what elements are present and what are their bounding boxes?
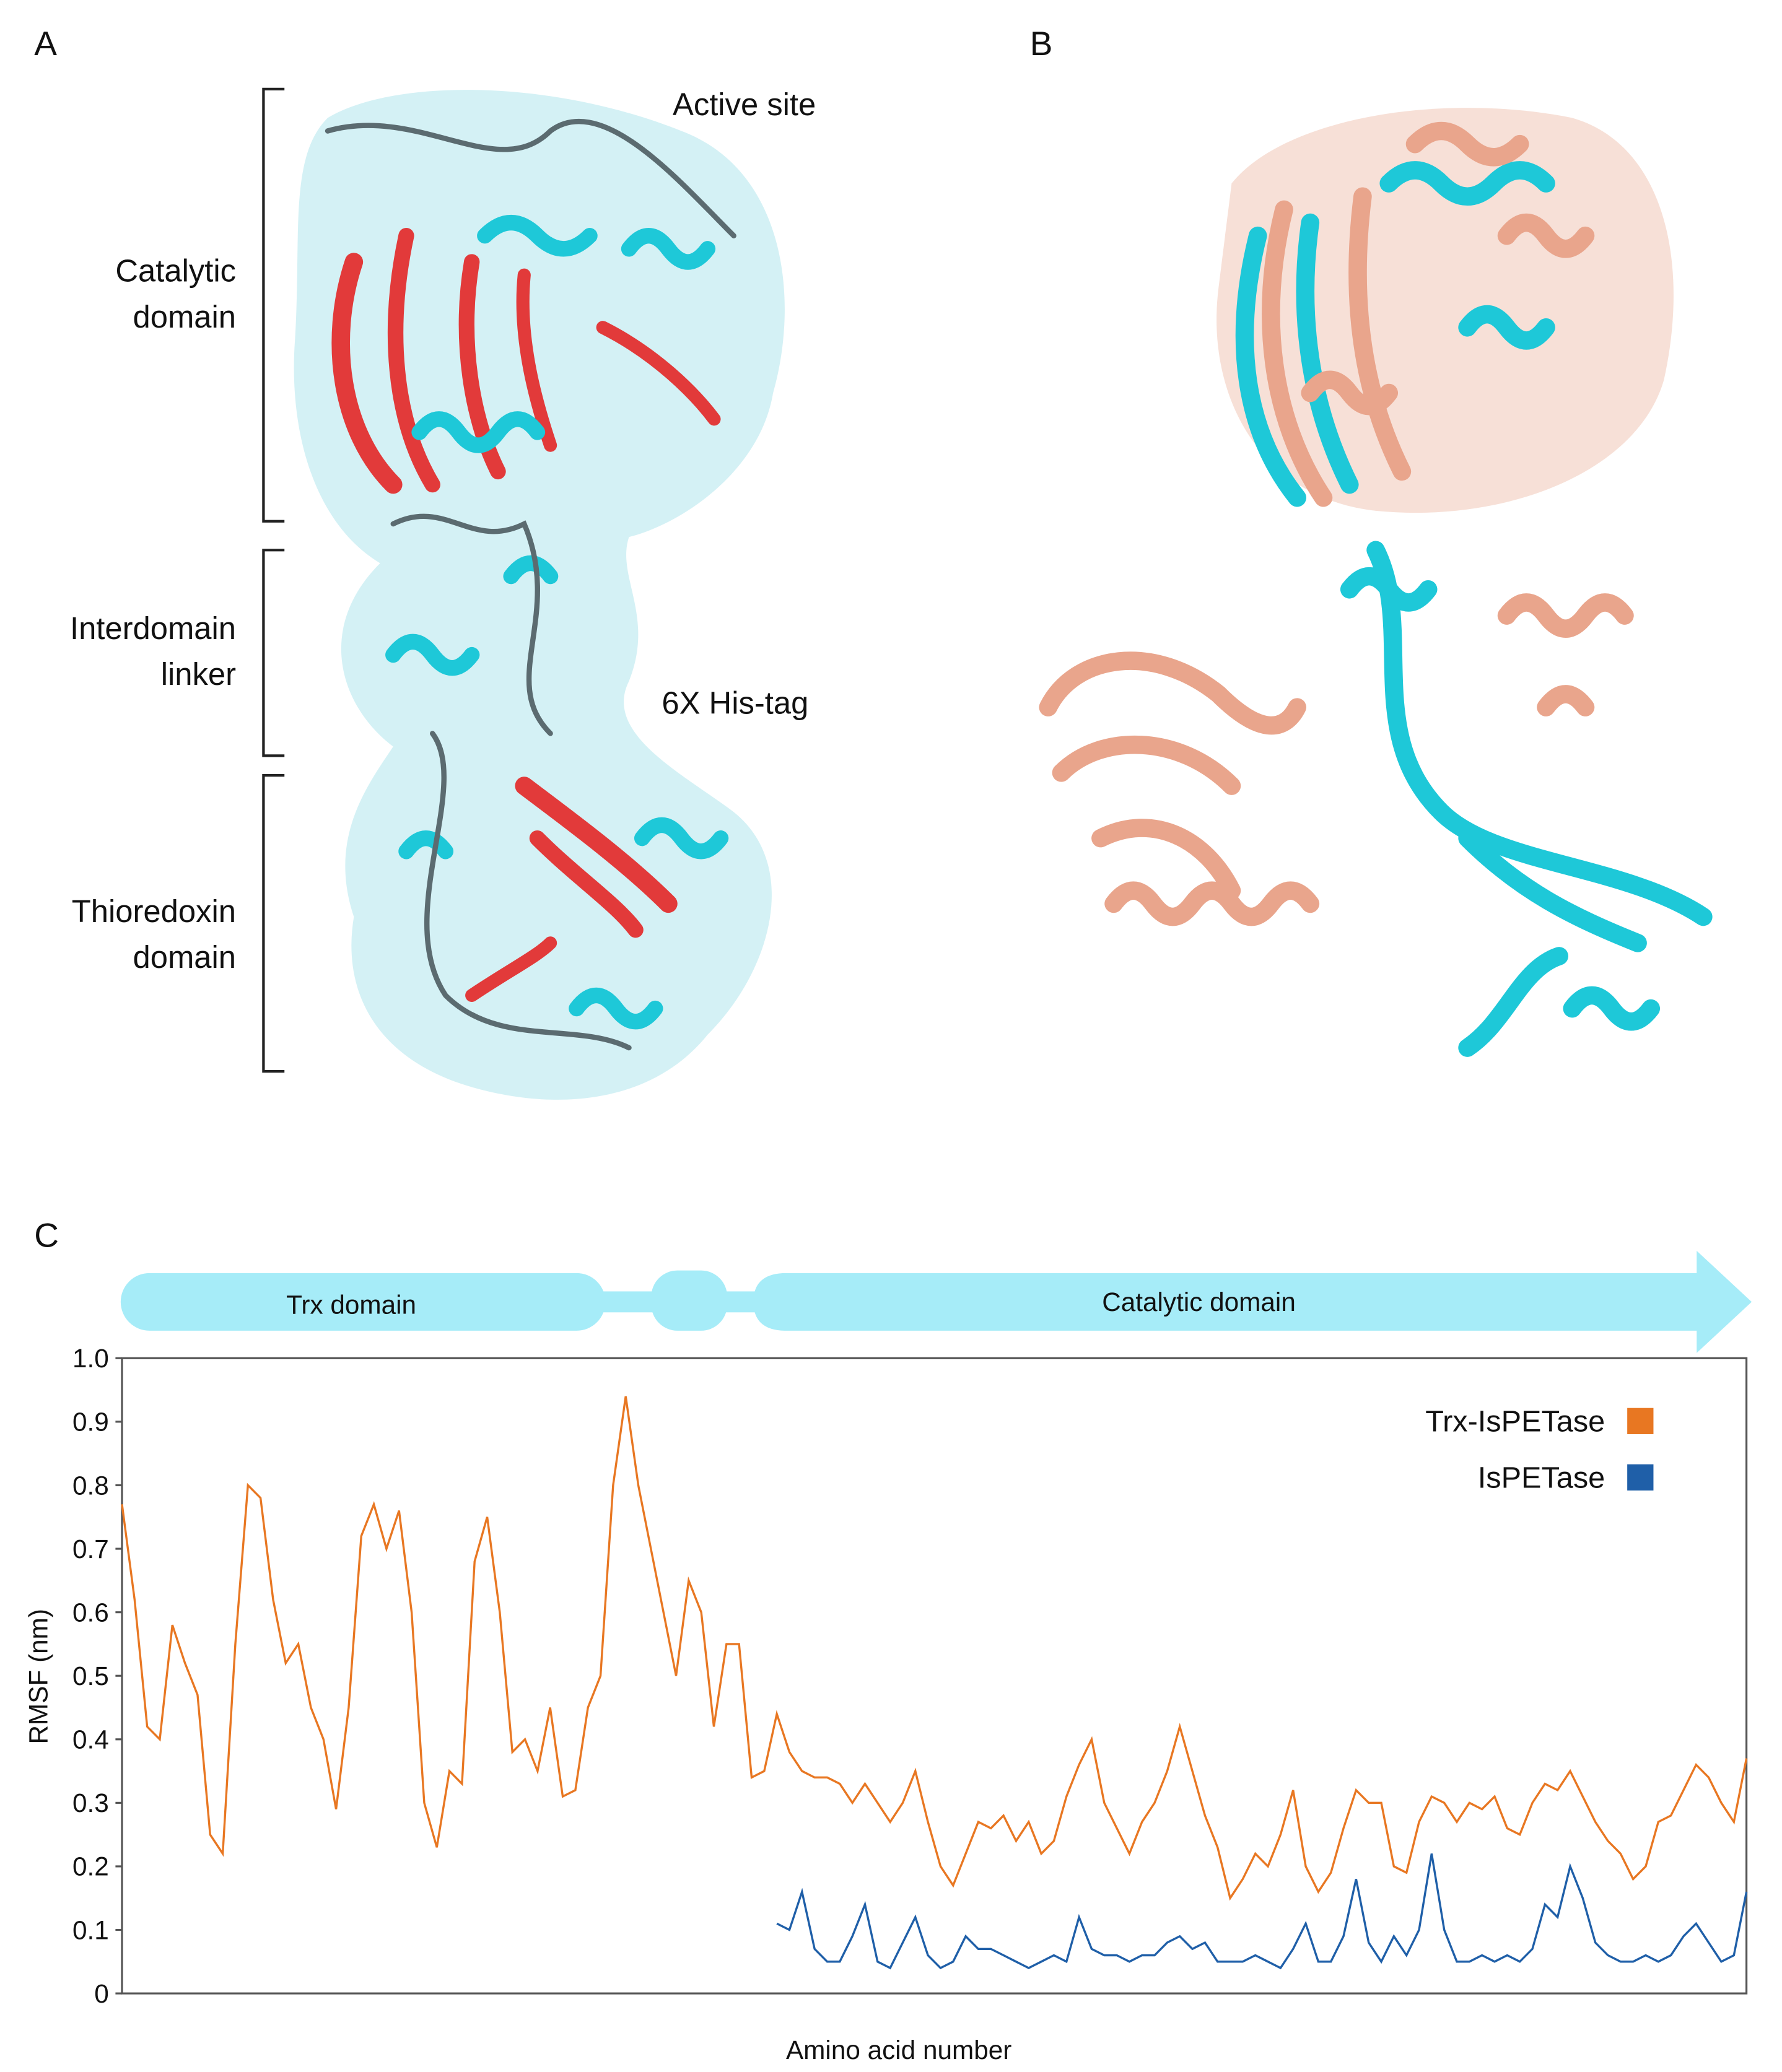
- legend-swatch: [1627, 1408, 1654, 1434]
- legend-label: IsPETase: [1478, 1461, 1605, 1495]
- domain-bar-label: Trx domain: [286, 1290, 416, 1319]
- label-line: domain: [133, 299, 236, 334]
- y-tick-label: 0.7: [72, 1534, 109, 1564]
- y-tick-label: 0.1: [72, 1915, 109, 1944]
- domain-label: Catalytic domain: [115, 253, 236, 334]
- structure-b: [1039, 108, 1713, 1057]
- annotation: 6X His-tag: [662, 686, 808, 721]
- y-tick-label: 0: [94, 1979, 109, 2008]
- legend-label: Trx-IsPETase: [1425, 1405, 1605, 1439]
- domain-bar-label: Catalytic domain: [1102, 1287, 1296, 1317]
- label-line: domain: [133, 939, 236, 975]
- domain-bar: [120, 1250, 1752, 1353]
- label-line: Interdomain: [70, 611, 236, 646]
- y-axis-label: RMSF (nm): [24, 1609, 53, 1744]
- label-line: Thioredoxin: [72, 894, 236, 929]
- label-line: linker: [161, 656, 236, 692]
- y-tick-label: 1.0: [72, 1344, 109, 1373]
- y-tick-label: 0.9: [72, 1408, 109, 1437]
- y-tick-label: 0.2: [72, 1852, 109, 1881]
- y-tick-label: 0.6: [72, 1598, 109, 1627]
- x-axis-label: Amino acid number: [786, 2035, 1011, 2065]
- y-tick-label: 0.4: [72, 1725, 109, 1754]
- domain-label: Thioredoxin domain: [72, 894, 236, 975]
- y-tick-label: 0.5: [72, 1661, 109, 1691]
- bracket: [262, 87, 285, 1073]
- panel-label: B: [1030, 24, 1053, 63]
- series-line: [121, 1396, 1748, 1901]
- domain-label: Interdomain linker: [70, 611, 236, 692]
- plot-frame: [121, 1357, 1748, 1995]
- structure-a: [294, 90, 785, 1100]
- annotation: Active site: [673, 87, 816, 122]
- y-tick-label: 0.3: [72, 1788, 109, 1817]
- panel-label: C: [34, 1216, 59, 1255]
- y-tick-label: 0.8: [72, 1471, 109, 1500]
- panel-label: A: [34, 24, 57, 63]
- series-line: [776, 1853, 1748, 1970]
- legend-swatch: [1627, 1464, 1654, 1491]
- label-line: Catalytic: [115, 253, 236, 289]
